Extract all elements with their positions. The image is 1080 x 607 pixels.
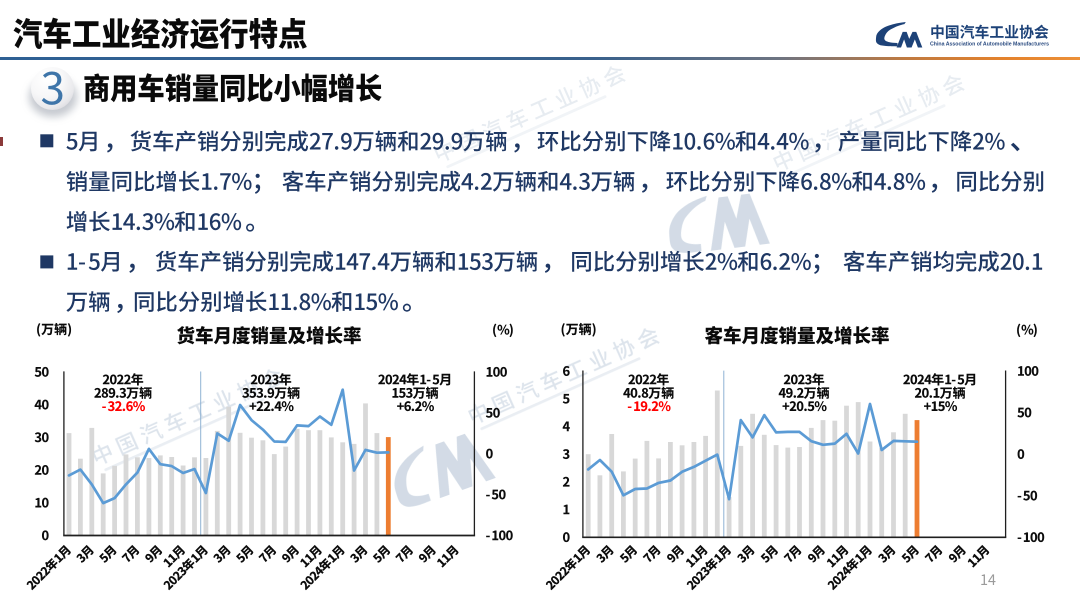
svg-text:China Association of Automobil: China Association of Automobile Manufact…	[930, 41, 1049, 47]
